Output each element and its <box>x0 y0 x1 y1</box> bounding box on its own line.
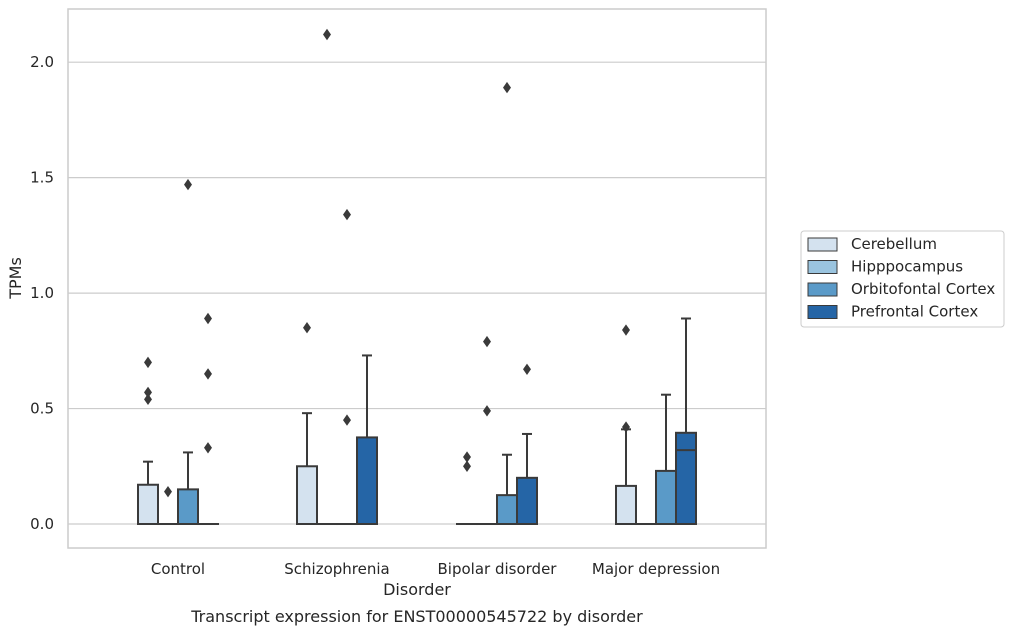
box-hipppocampus <box>476 335 498 526</box>
legend-swatch <box>807 260 838 274</box>
outlier-point <box>204 312 212 325</box>
outlier-point <box>622 324 630 336</box>
gridlines <box>68 61 766 525</box>
box-body <box>615 484 637 525</box>
legend-swatch <box>807 237 838 252</box>
legend: Cerebellum Hipppocampus Orbitofontal Corte… <box>800 230 1005 328</box>
outlier-point <box>343 208 351 221</box>
outlier-point <box>144 393 152 406</box>
x-tick-label: Major depression <box>592 560 720 578</box>
box-hipppocampus <box>316 28 338 526</box>
box-body <box>496 494 518 526</box>
box-body <box>356 436 378 526</box>
outlier-point <box>503 81 511 94</box>
y-tick-label: 0.5 <box>30 400 54 418</box>
outlier-point <box>343 414 351 426</box>
x-tick-label: Bipolar disorder <box>438 560 558 578</box>
x-axis-label: Disorder <box>383 580 451 599</box>
y-axis-label: TPMs <box>6 257 25 300</box>
box-orbitofontal-cortex <box>655 393 677 526</box>
box-cerebellum <box>296 322 318 525</box>
y-tick-label: 0.0 <box>30 515 54 533</box>
y-axis-ticks: 0.0 0.5 1.0 1.5 2.0 <box>30 53 54 533</box>
legend-swatch <box>807 282 838 297</box>
outlier-point <box>164 485 172 498</box>
legend-frame <box>800 230 1005 328</box>
outlier-point <box>204 368 212 380</box>
box-cerebellum <box>615 324 637 525</box>
box-prefrontal-cortex <box>675 317 697 525</box>
box-orbitofontal-cortex <box>496 81 518 526</box>
box-body <box>137 483 159 526</box>
outlier-point <box>463 451 471 463</box>
box-cerebellum <box>456 451 478 526</box>
outlier-point <box>144 356 152 369</box>
outlier-point <box>483 405 491 417</box>
x-tick-label: Schizophrenia <box>284 560 389 578</box>
box-hipppocampus <box>157 485 179 526</box>
outlier-point <box>323 28 331 41</box>
box-body <box>516 476 538 526</box>
box-plot-area <box>137 28 697 526</box>
outlier-point <box>483 335 491 348</box>
box-prefrontal-cortex <box>516 363 538 526</box>
x-axis-ticks: Control Schizophrenia Bipolar disorder Majo… <box>151 560 720 578</box>
chart-caption: Transcript expression for ENST0000054572… <box>190 607 643 626</box>
legend-label: Cerebellum <box>851 235 937 253</box>
outlier-point <box>523 363 531 375</box>
outlier-point <box>303 322 311 334</box>
box-cerebellum <box>137 356 159 526</box>
box-orbitofontal-cortex <box>177 178 199 525</box>
box-body <box>296 465 318 525</box>
outlier-point <box>144 386 152 399</box>
outlier-point <box>463 460 471 472</box>
legend-swatch <box>807 305 838 319</box>
outlier-point <box>622 421 630 433</box>
box-prefrontal-cortex <box>356 354 378 526</box>
y-tick-label: 1.0 <box>30 284 54 302</box>
legend-label: Hipppocampus <box>851 258 963 276</box>
y-tick-label: 1.5 <box>30 169 54 187</box>
box-body <box>675 431 697 525</box>
legend-label: Orbitofontal Cortex <box>851 280 995 298</box>
outlier-point <box>204 442 212 454</box>
box-body <box>177 488 199 525</box>
box-prefrontal-cortex <box>197 312 219 526</box>
y-tick-label: 2.0 <box>30 53 54 71</box>
plot-frame <box>67 8 767 549</box>
x-tick-label: Control <box>151 560 205 578</box>
legend-label: Prefrontal Cortex <box>851 303 978 321</box>
box-orbitofontal-cortex <box>336 208 358 526</box>
box-body <box>655 469 677 526</box>
outlier-point <box>184 178 192 191</box>
